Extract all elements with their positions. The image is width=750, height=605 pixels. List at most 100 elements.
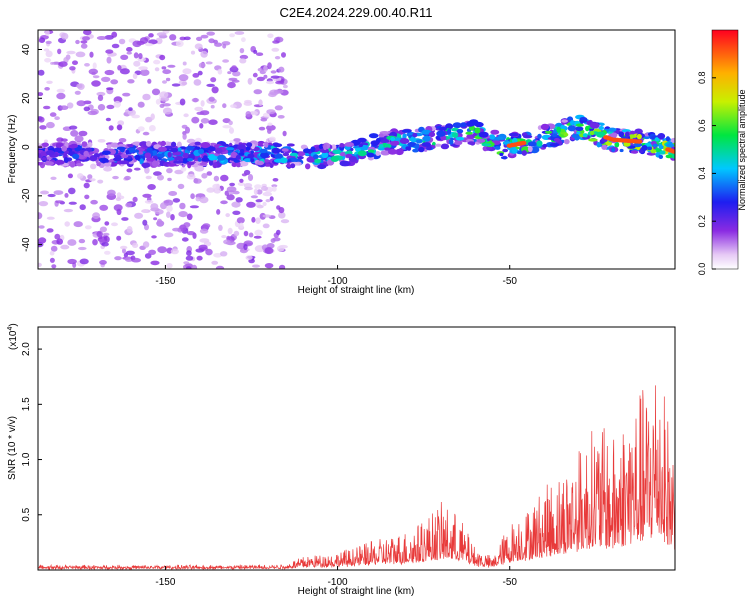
- spectrogram-ridge-point: [217, 154, 227, 161]
- spectrogram-ridge-point: [55, 143, 62, 149]
- spectrogram-noise-point: [96, 230, 103, 238]
- spectrogram-noise-point: [50, 61, 55, 65]
- spectrogram-ridge-point: [608, 127, 617, 132]
- spectrogram-noise-point: [56, 238, 63, 245]
- spectrogram-ridge-point: [512, 137, 518, 144]
- spectrogram-noise-point: [74, 135, 84, 143]
- spectrogram-noise-point: [116, 235, 122, 241]
- spectrogram-noise-point: [64, 193, 69, 198]
- spectrogram-noise-point: [174, 169, 184, 175]
- spectrogram-noise-point: [194, 106, 204, 112]
- spectrogram-ridge-point: [182, 153, 189, 159]
- spectrogram-noise-point: [251, 216, 256, 223]
- spectrogram-noise-point: [196, 111, 205, 116]
- spectrogram-noise-point: [75, 39, 80, 45]
- spectrogram-noise-point: [144, 200, 154, 204]
- spectrogram-ridge-point: [570, 120, 575, 126]
- spectrogram-ridge-point: [589, 130, 595, 136]
- spectrogram-peak-point: [520, 140, 527, 146]
- spectrogram-noise-point: [99, 204, 109, 211]
- spectrogram-ridge-point: [199, 162, 207, 166]
- spectrogram-noise-point: [40, 190, 49, 195]
- spectrogram-ridge-point: [134, 154, 141, 161]
- spectrogram-noise-point: [43, 105, 51, 110]
- spectrogram-noise-point: [38, 212, 43, 220]
- spectrogram-noise-point: [155, 98, 161, 105]
- spectrogram-ridge-point: [93, 153, 101, 158]
- spectrogram-noise-point: [278, 66, 285, 73]
- spectrogram-ridge-point: [380, 150, 391, 156]
- spectrogram-ridge-point: [330, 155, 339, 162]
- spectrogram-ridge-point: [556, 126, 561, 133]
- spectrogram-ridge-point: [246, 142, 253, 148]
- spectrogram-ridge-point: [348, 156, 357, 162]
- spectrogram-noise-point: [142, 131, 150, 136]
- spectrogram-noise-point: [127, 109, 136, 116]
- spectrogram-noise-point: [225, 213, 230, 218]
- spectrogram-noise-point: [253, 235, 262, 239]
- spectrogram-noise-point: [75, 51, 86, 58]
- spectrogram-ridge-point: [173, 160, 183, 164]
- spectrogram-noise-point: [258, 99, 263, 106]
- spectrogram-noise-point: [181, 237, 189, 242]
- spectrogram-ridge-point: [197, 157, 202, 162]
- spectrogram-noise-point: [170, 248, 179, 255]
- spectrogram-ridge-point: [658, 154, 664, 159]
- spectrogram-noise-point: [272, 40, 280, 44]
- spectrogram-noise-point: [110, 79, 119, 85]
- spectrogram-noise-point: [60, 138, 68, 142]
- spectrogram-noise-point: [275, 80, 285, 85]
- spectrogram-noise-point: [159, 91, 169, 99]
- spectrogram-noise-point: [192, 73, 200, 78]
- spectrogram-noise-point: [262, 191, 272, 197]
- spectrogram-noise-point: [185, 126, 190, 134]
- spectrogram-noise-point: [231, 79, 240, 83]
- spectrogram-noise-point: [44, 30, 50, 36]
- spectrogram-noise-point: [38, 237, 47, 244]
- spectrogram-noise-point: [73, 221, 83, 228]
- snr-scale-factor: (x104): [7, 323, 19, 350]
- spectrogram-ridge-point: [231, 162, 238, 168]
- spectrogram-noise-point: [220, 174, 229, 182]
- spectrogram-noise-point: [239, 58, 247, 64]
- spectrogram-noise-point: [145, 175, 152, 180]
- spectrogram-noise-point: [235, 197, 243, 203]
- spectrogram-noise-point: [45, 50, 53, 58]
- spectrogram-ridge-point: [370, 140, 380, 147]
- spectrogram-noise-point: [148, 249, 157, 255]
- spectrogram-noise-point: [262, 201, 267, 207]
- spectrogram-noise-point: [239, 222, 244, 229]
- spectrogram-noise-point: [169, 34, 177, 41]
- spectrogram-noise-point: [125, 202, 133, 208]
- spectrogram-ridge-point: [64, 150, 70, 155]
- snr-series: [38, 385, 675, 570]
- spectrogram-y-tick-label: 40: [21, 44, 32, 56]
- spectrogram-ridge-point: [387, 148, 398, 155]
- spectrogram-noise-point: [163, 200, 170, 204]
- spectrogram-noise-point: [186, 213, 193, 221]
- spectrogram-ridge-point: [628, 145, 636, 149]
- spectrogram-noise-point: [179, 202, 186, 210]
- spectrogram-ridge-point: [512, 148, 518, 154]
- spectrogram-ridge-point: [256, 160, 265, 166]
- spectrogram-noise-point: [132, 242, 139, 248]
- spectrogram-noise-point: [150, 203, 159, 210]
- spectrogram-noise-point: [157, 218, 162, 224]
- spectrogram-noise-point: [49, 257, 55, 263]
- snr-panel: -150 -100 -50 0.5 1.0 1.5 2.0 Height of strai…: [7, 323, 676, 597]
- spectrogram-ridge-point: [194, 141, 201, 146]
- spectrogram-ridge-point: [81, 141, 88, 148]
- spectrogram-noise-point: [89, 51, 94, 58]
- spectrogram-ridge-point: [659, 150, 666, 155]
- spectrogram-ridge-point: [271, 147, 281, 154]
- spectrogram-noise-point: [139, 37, 149, 44]
- spectrogram-noise-point: [256, 204, 264, 209]
- spectrogram-ridge-point: [384, 143, 392, 149]
- spectrogram-ridge-point: [176, 141, 182, 149]
- spectrogram-noise-point: [191, 98, 200, 103]
- spectrogram-ridge-point: [415, 139, 423, 144]
- spectrogram-noise-point: [256, 52, 264, 56]
- snr-y-tick-label: 0.5: [21, 507, 32, 521]
- spectrogram-noise-point: [161, 66, 167, 70]
- snr-frame: [37, 326, 676, 571]
